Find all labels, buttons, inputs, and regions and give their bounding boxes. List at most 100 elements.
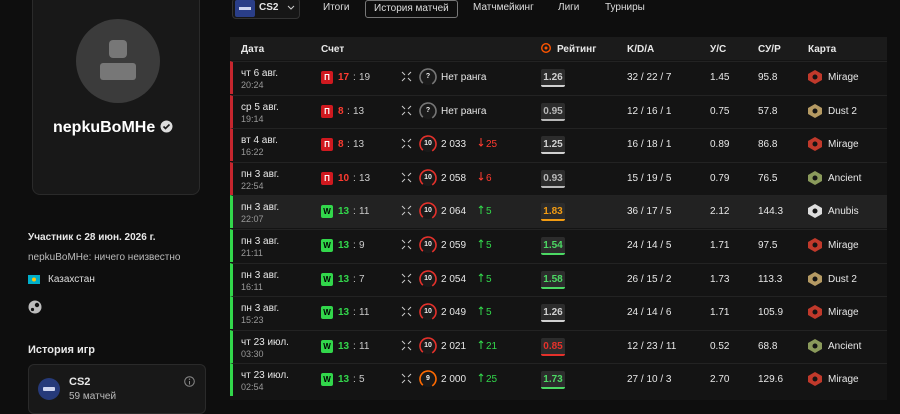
arrow	[478, 340, 484, 349]
rating-box: 0.93	[541, 169, 565, 188]
match-row[interactable]: чт 23 июл. 02:54 W 13:5 9 2 000 25 1.73 27 / 10 …	[230, 363, 887, 397]
tab[interactable]: Матчмейкинг	[473, 2, 534, 13]
match-time: 21:11	[241, 248, 263, 258]
arrow	[478, 306, 484, 316]
tab[interactable]: История матчей	[365, 0, 458, 18]
adr: 144.3	[758, 206, 784, 218]
kda: 27 / 10 / 3	[627, 374, 672, 386]
game-icon	[38, 378, 60, 400]
result-badge: W	[321, 373, 333, 387]
kd-ratio: 1.73	[710, 273, 730, 285]
match-time: 20:24	[241, 80, 264, 90]
rating: 1.25	[543, 139, 563, 151]
match-row[interactable]: чт 23 июл. 03:30 W 13:11 10 2 021 21 0.85 12 / 2…	[230, 329, 887, 363]
mode-icon	[401, 172, 412, 186]
game-name: CS2	[69, 376, 91, 388]
map-icon	[808, 238, 822, 255]
match-time: 16:11	[241, 281, 263, 292]
kda: 32 / 22 / 7	[627, 72, 672, 83]
match-row[interactable]: пн 3 авг. 22:07 W 13:11 10 2 064 5 1.83 36 / 17 …	[230, 195, 887, 229]
match-row[interactable]: ср 5 авг. 19:14 П 8:13? Нет ранга 0.95 12 / 16…	[230, 94, 887, 128]
map-icon	[808, 372, 822, 389]
result-badge: W	[321, 205, 333, 219]
column-header: СУ/Р	[758, 44, 781, 55]
game-selector[interactable]: CS2	[232, 0, 300, 19]
match-row[interactable]: пн 3 авг. 16:11 W 13:7 10 2 054 5 1.58 26 / 15 /…	[230, 262, 887, 296]
mode-icon	[401, 273, 412, 287]
kd-ratio: 1.45	[710, 72, 730, 83]
crosshair	[401, 71, 412, 82]
elo: Нет ранга	[441, 105, 487, 117]
result-badge: П	[321, 138, 333, 152]
map-name: Dust 2	[828, 273, 857, 285]
rating-box: 1.25	[541, 136, 565, 155]
crosshair	[401, 374, 412, 384]
tab[interactable]: Турниры	[605, 2, 645, 13]
column-header: У/С	[710, 44, 727, 55]
game-selector-label: CS2	[259, 2, 279, 13]
level-text: ?	[425, 73, 431, 80]
score-sep: :	[353, 340, 356, 352]
match-row[interactable]: пн 3 авг. 21:11 W 13:9 10 2 059 5 1.54 24 / 14 /…	[230, 229, 887, 262]
score-own: 13	[338, 273, 350, 285]
elo-change: 5	[486, 240, 492, 251]
member-since: Участник с 28 июн. 2026 г.	[28, 232, 156, 243]
result-badge: W	[321, 239, 333, 252]
avatar	[76, 19, 160, 103]
score-sep: :	[353, 72, 356, 83]
map-emblem	[808, 271, 822, 286]
score-opp: 11	[359, 340, 370, 352]
arrow	[478, 138, 484, 147]
map-emblem	[808, 70, 822, 84]
match-date: вт 4 авг.	[241, 135, 278, 147]
result-badge: П	[321, 171, 333, 185]
elo-arrow	[478, 138, 484, 150]
tab[interactable]: Лиги	[558, 2, 580, 13]
score-sep: :	[353, 273, 356, 285]
match-row[interactable]: пн 3 авг. 15:23 W 13:11 10 2 049 5 1.26 24 / 14 …	[230, 296, 887, 330]
match-time: 19:14	[241, 113, 264, 124]
adr: 86.8	[758, 139, 778, 151]
rating-box: 1.26	[541, 69, 565, 87]
kda: 24 / 14 / 5	[627, 240, 672, 251]
kda: 16 / 18 / 1	[627, 139, 672, 151]
elo-arrow	[478, 239, 484, 251]
level-icon: 10	[419, 202, 437, 221]
rating-box: 0.85	[541, 337, 565, 356]
column-header: Карта	[808, 44, 837, 55]
steam-icon[interactable]	[28, 300, 42, 314]
arrow	[478, 272, 484, 282]
score-own: 13	[338, 374, 350, 386]
kd-ratio: 1.71	[710, 240, 730, 251]
tab[interactable]: Итоги	[323, 2, 350, 13]
match-count: 59 матчей	[69, 391, 117, 402]
match-row[interactable]: чт 6 авг. 20:24 П 17:19? Нет ранга 1.26 32 / 2…	[230, 61, 887, 94]
level-ring	[419, 101, 437, 120]
result-badge: W	[321, 272, 333, 286]
adr: 76.5	[758, 172, 778, 184]
adr: 57.8	[758, 105, 778, 117]
map-name: Ancient	[828, 172, 862, 184]
match-date: чт 23 июл.	[241, 370, 289, 382]
map-emblem	[808, 204, 822, 219]
map-name: Mirage	[828, 139, 859, 151]
score-opp: 11	[359, 206, 370, 218]
map-name: Ancient	[828, 340, 862, 352]
kd-ratio: 0.75	[710, 105, 730, 117]
level-text: 10	[424, 241, 432, 248]
level-icon: 10	[419, 135, 437, 153]
column-header: Счет	[321, 44, 345, 55]
level-icon: 10	[419, 269, 437, 288]
match-row[interactable]: вт 4 авг. 16:22 П 8:13 10 2 033 25 1.25 16 / 18 …	[230, 128, 887, 162]
level-ring	[419, 336, 437, 355]
score-opp: 19	[359, 72, 371, 83]
score-own: 8	[338, 139, 344, 151]
rating: 1.73	[543, 374, 563, 386]
game-card[interactable]: CS2 59 матчей	[28, 364, 206, 414]
match-row[interactable]: пн 3 авг. 22:54 П 10:13 10 2 058 6 0.93 15 / 19 …	[230, 161, 887, 195]
level-text: 10	[424, 207, 432, 215]
elo-arrow	[478, 171, 484, 184]
column-header: K/D/A	[627, 44, 655, 55]
rating-box: 1.73	[541, 371, 565, 390]
rating-box: 1.83	[541, 203, 565, 222]
